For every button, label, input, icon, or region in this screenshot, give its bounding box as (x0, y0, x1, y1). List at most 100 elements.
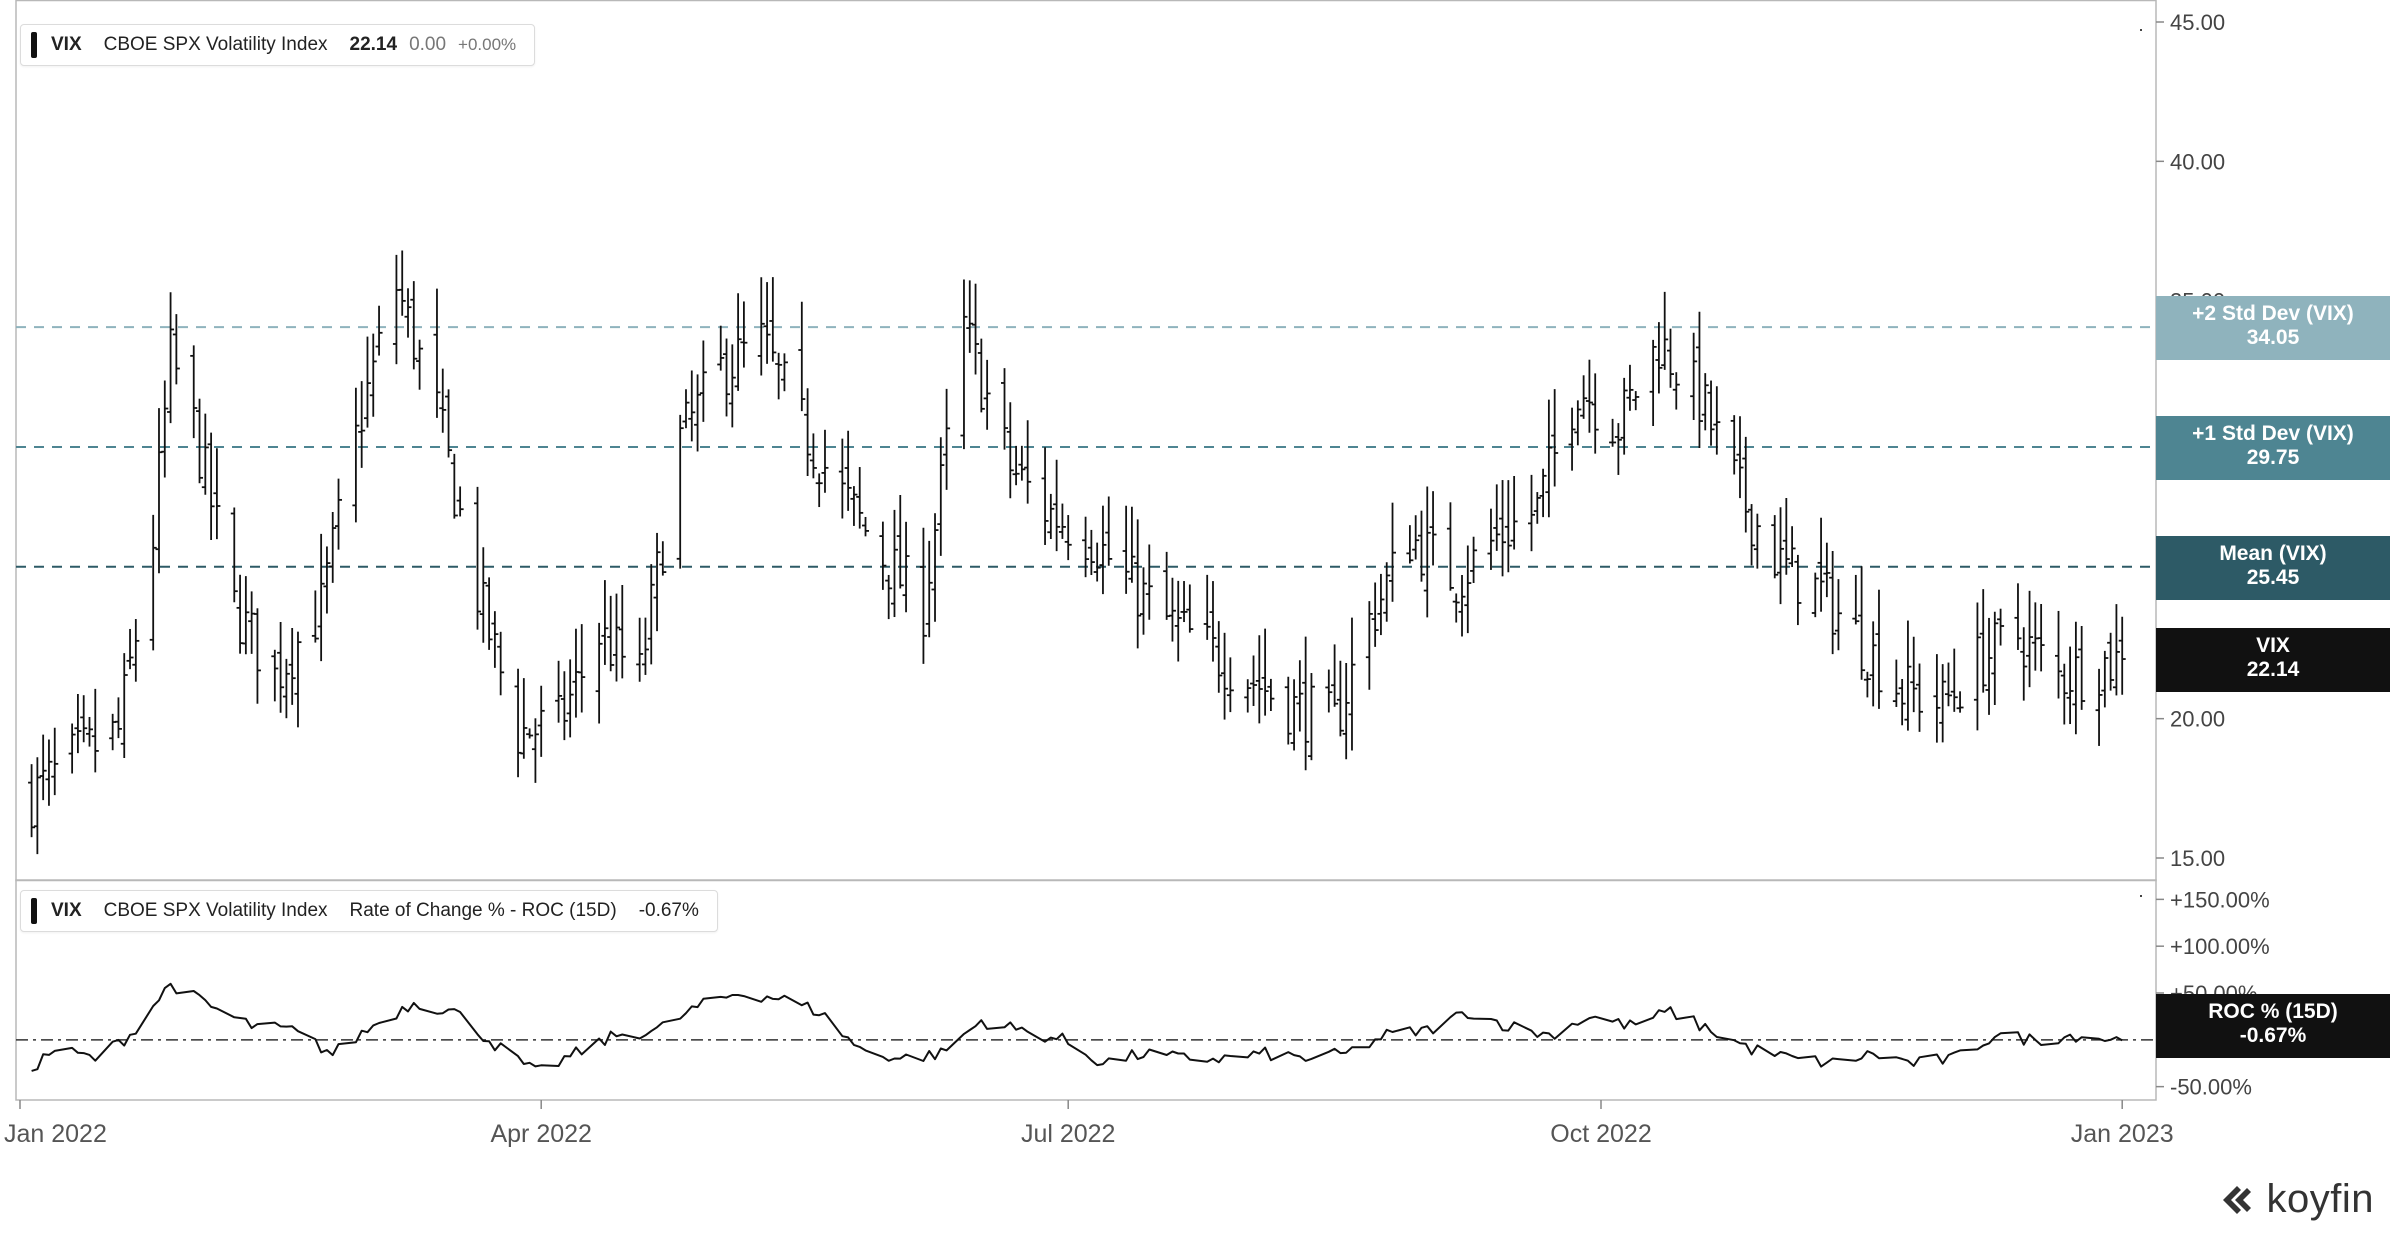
ohlc-bar (2072, 621, 2080, 735)
time-axis-label: Jan 2022 (4, 1120, 107, 1148)
ohlc-bar (977, 338, 985, 413)
roc-line (31, 982, 2123, 1072)
ohlc-bar (804, 388, 812, 477)
ohlc-bar (653, 532, 661, 632)
ohlc-bar (39, 734, 47, 801)
plus2-std-title: +2 Std Dev (VIX) (2192, 302, 2354, 325)
ohlc-bar (2107, 632, 2115, 691)
time-axis-label: Jan 2023 (2071, 1120, 2174, 1148)
ohlc-bar (1423, 486, 1431, 618)
main-legend[interactable]: VIX CBOE SPX Volatility Index 22.14 0.00… (20, 24, 536, 66)
ohlc-bar (2101, 650, 2109, 708)
ohlc-bar (1093, 542, 1101, 582)
ohlc-bar (479, 547, 487, 643)
roc-last-value: -0.67% (2239, 1024, 2307, 1047)
ohlc-bar (1916, 663, 1924, 732)
ohlc-bar (1863, 671, 1871, 698)
ohlc-bar (723, 338, 731, 417)
ohlc-bar (474, 486, 482, 630)
ohlc-bar (1510, 475, 1518, 550)
ohlc-bar (1892, 659, 1900, 707)
ohlc-bar (80, 695, 88, 743)
mean-value: 25.45 (2246, 566, 2300, 589)
ohlc-bar (983, 359, 991, 430)
ohlc-bar (2060, 663, 2068, 725)
koyfin-logo[interactable]: koyfin (2217, 1177, 2375, 1222)
ohlc-bar (1574, 400, 1582, 446)
ohlc-bar (612, 593, 620, 682)
ohlc-bar (1325, 669, 1333, 713)
ohlc-bar (497, 631, 505, 696)
ohlc-bar (1163, 551, 1171, 620)
ohlc-bar (2026, 590, 2034, 688)
ohlc-bar (1128, 506, 1136, 583)
ohlc-bar (1087, 529, 1095, 576)
roc-legend-indicator: Rate of Change % - ROC (15D) (349, 900, 617, 921)
ohlc-bar (1470, 536, 1478, 583)
ohlc-bar (68, 723, 76, 774)
ohlc-bar (248, 591, 256, 654)
ohlc-bar (433, 288, 441, 418)
ohlc-bar (1215, 621, 1223, 693)
ohlc-bar (1777, 507, 1785, 605)
roc-axis-label: +100.00% (2170, 934, 2270, 959)
roc-legend[interactable]: VIX CBOE SPX Volatility Index Rate of Ch… (20, 890, 718, 932)
ohlc-bar (369, 333, 377, 417)
ohlc-bar (196, 398, 204, 484)
ohlc-bar (1452, 593, 1460, 623)
ohlc-bar (1910, 636, 1918, 713)
ohlc-bar (1939, 664, 1947, 743)
ohlc-bar (1898, 679, 1906, 726)
ohlc-bar (45, 739, 53, 806)
time-axis: Jan 2022 Apr 2022 Jul 2022 Oct 2022 Jan 2023 (4, 1100, 2174, 1148)
ohlc-bar (485, 577, 493, 650)
ohlc-bar (1041, 447, 1049, 545)
ohlc-bar (775, 352, 783, 400)
ohlc-bar (1528, 474, 1536, 552)
legend-name: CBOE SPX Volatility Index (103, 34, 328, 55)
roc-legend-value: -0.67% (638, 900, 699, 921)
ohlc-bar (242, 576, 250, 655)
ohlc-bar (769, 277, 777, 362)
ohlc-bar (862, 516, 870, 537)
ohlc-bar (172, 314, 180, 385)
ohlc-bar (416, 339, 424, 390)
ohlc-bar (1336, 660, 1344, 737)
koyfin-logo-icon (2222, 1185, 2251, 1214)
plus1-std-value: 29.75 (2246, 446, 2300, 469)
ohlc-bar (1701, 373, 1709, 431)
ohlc-bar (531, 718, 539, 783)
ohlc-bar (1261, 628, 1269, 716)
legend-change: 0.00 (409, 34, 447, 55)
ohlc-bar (919, 527, 927, 664)
ohlc-bar (288, 627, 296, 705)
ohlc-bar (618, 584, 626, 679)
ohlc-bar (1209, 581, 1217, 662)
ohlc-bar (1852, 574, 1860, 625)
ohlc-bar (1389, 502, 1397, 602)
ohlc-bar (236, 574, 244, 654)
ohlc-bar (2118, 616, 2126, 695)
ohlc-bar (317, 533, 325, 662)
ohlc-bar (850, 486, 858, 526)
ohlc-bar (1666, 328, 1674, 388)
ohlc-bar (410, 281, 418, 370)
ohlc-bar (1064, 515, 1072, 561)
ohlc-bar (1748, 504, 1756, 566)
ohlc-bar (694, 374, 702, 452)
ohlc-bar (126, 628, 134, 670)
ohlc-bar (1180, 581, 1188, 623)
roc-axis-label: -50.00% (2170, 1075, 2252, 1100)
legend-change-pct: +0.00% (458, 35, 517, 54)
ohlc-bar (1499, 480, 1507, 577)
ohlc-bar (329, 511, 337, 583)
ohlc-bar (201, 413, 209, 495)
ohlc-bar (2078, 625, 2086, 710)
ohlc-bar (1829, 551, 1837, 655)
ohlc-bar (230, 507, 238, 603)
ohlc-bar (190, 345, 198, 439)
ohlc-bar (1869, 621, 1877, 707)
ohlc-bar (1788, 526, 1796, 568)
ohlc-bar (896, 494, 904, 589)
ohlc-bar (1371, 582, 1379, 647)
